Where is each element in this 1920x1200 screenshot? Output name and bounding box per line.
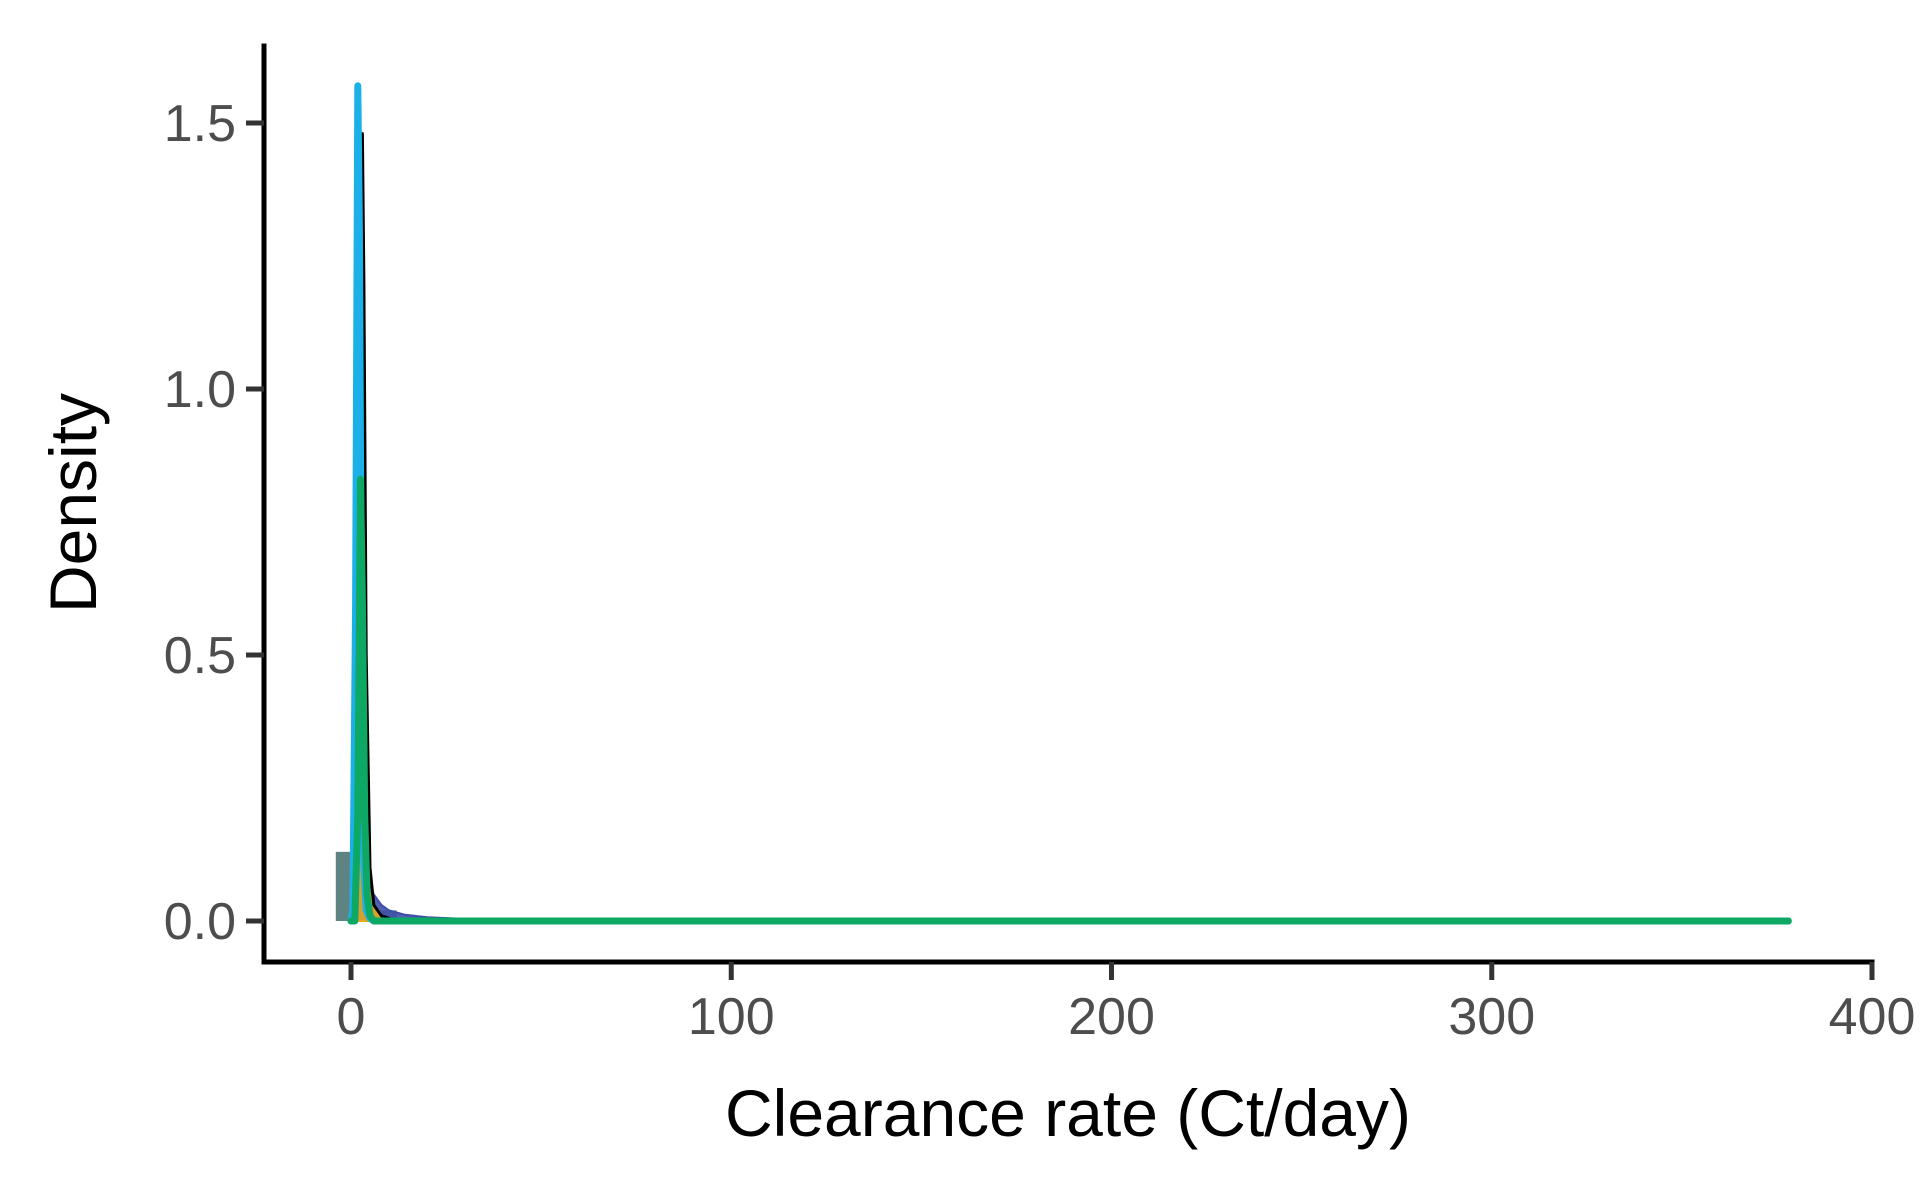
x-axis-title: Clearance rate (Ct/day) bbox=[725, 1076, 1411, 1150]
x-ticks: 0 100 200 300 400 bbox=[337, 962, 1916, 1046]
series-layer bbox=[335, 82, 1792, 925]
y-ticks: 0.0 0.5 1.0 1.5 bbox=[164, 95, 264, 951]
y-tick-label-3: 1.5 bbox=[164, 95, 236, 153]
density-line-3 bbox=[347, 82, 1792, 925]
density-line-4 bbox=[347, 475, 1792, 925]
x-tick-label-4: 400 bbox=[1829, 988, 1916, 1046]
density-area-1 bbox=[349, 734, 1789, 922]
x-tick-label-0: 0 bbox=[337, 988, 366, 1046]
y-tick-label-0: 0.0 bbox=[164, 893, 236, 951]
x-tick-label-2: 200 bbox=[1068, 988, 1155, 1046]
y-tick-label-1: 0.5 bbox=[164, 627, 236, 685]
histogram-bar-0 bbox=[335, 851, 351, 921]
y-axis-title: Density bbox=[36, 393, 110, 613]
x-tick-label-3: 300 bbox=[1448, 988, 1535, 1046]
y-tick-label-2: 1.0 bbox=[164, 361, 236, 419]
x-tick-label-1: 100 bbox=[688, 988, 775, 1046]
density-area-0 bbox=[349, 839, 1789, 922]
density-line-2 bbox=[349, 132, 1790, 923]
